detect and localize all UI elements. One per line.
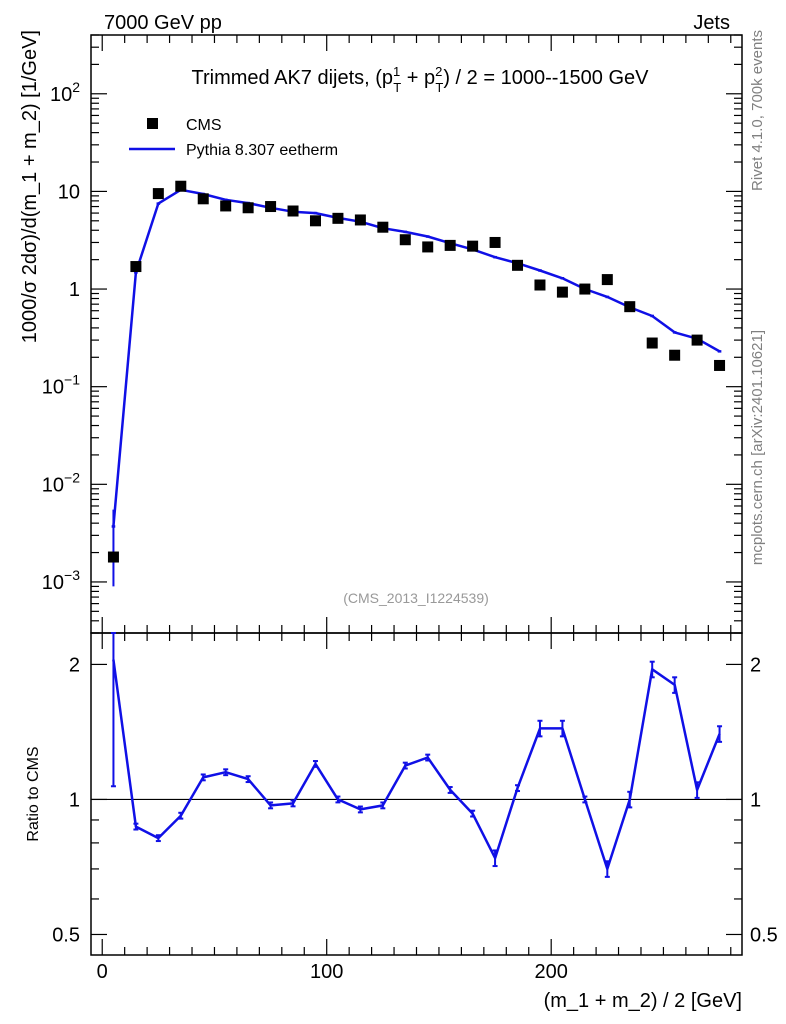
legend-data-marker — [147, 118, 158, 129]
main-y-tick-label: 102 — [50, 79, 80, 106]
main-y-tick-label: 10−3 — [42, 567, 80, 594]
cms-data-point — [669, 349, 681, 361]
ratio-y-tick-label-right: 1 — [750, 789, 761, 811]
cms-data-point — [467, 240, 479, 252]
cms-data-point — [444, 239, 456, 251]
cms-data-point — [175, 180, 187, 192]
cms-data-point — [107, 551, 119, 563]
cms-data-point — [646, 337, 658, 349]
main-data-series — [107, 180, 726, 563]
main-y-tick-labels: 10−3 10−2 10−1 1 10 102 — [42, 79, 80, 594]
ratio-ticks: 0.5 0.5 1 1 2 2 — [52, 654, 778, 946]
ratio-y-axis-label: Ratio to CMS — [25, 746, 42, 841]
cms-data-point — [287, 205, 299, 217]
x-tick-label: 200 — [535, 961, 568, 983]
cms-data-point — [377, 221, 389, 233]
cms-data-point — [489, 236, 501, 248]
ratio-series — [110, 632, 723, 878]
main-y-tick-label: 1 — [69, 279, 80, 301]
ratio-y-tick-label-right: 2 — [750, 654, 761, 676]
main-mc-series — [111, 188, 722, 587]
ratio-line — [112, 659, 721, 871]
ratio-plot-frame — [90, 632, 743, 956]
x-ticks: 0 100 200 — [97, 35, 732, 983]
main-y-ticks — [91, 34, 742, 634]
x-tick-label: 0 — [97, 961, 108, 983]
cms-data-point — [332, 212, 344, 224]
main-y-axis-label: 1000/σ 2dσ)/d(m_1 + m_2) [1/GeV] — [19, 30, 41, 343]
cms-data-point — [714, 359, 726, 371]
legend-data-label: CMS — [186, 117, 222, 134]
cms-data-point — [624, 301, 636, 313]
main-y-tick-label: 10 — [58, 181, 80, 203]
cms-data-point — [354, 214, 366, 226]
cms-data-point — [601, 274, 613, 286]
cms-data-point — [556, 286, 568, 298]
main-y-tick-label: 10−1 — [42, 372, 80, 399]
x-axis-label: (m_1 + m_2) / 2 [GeV] — [544, 990, 742, 1012]
cms-data-point — [242, 202, 254, 214]
x-tick-label: 100 — [310, 961, 343, 983]
cms-data-point — [691, 334, 703, 346]
ratio-y-tick-label-left: 1 — [69, 789, 80, 811]
main-y-tick-label: 10−2 — [42, 469, 80, 496]
cms-data-point — [534, 279, 546, 291]
cms-data-point — [512, 259, 524, 271]
cms-data-point — [220, 200, 232, 212]
legend-mc-label: Pythia 8.307 eetherm — [186, 142, 338, 159]
side-label-rivet: Rivet 4.1.0, 700k events — [749, 30, 766, 191]
cms-data-point — [130, 261, 142, 273]
cms-data-point — [197, 193, 209, 205]
cms-data-point — [152, 188, 164, 200]
ratio-y-tick-label-left: 0.5 — [52, 924, 80, 946]
header-left: 7000 GeV pp — [104, 12, 222, 34]
header-right: Jets — [693, 12, 730, 34]
ratio-y-tick-label-right: 0.5 — [750, 924, 778, 946]
mc-line — [112, 188, 721, 527]
chart-title: Trimmed AK7 dijets, (p1 T + p2 T) / 2 = 10… — [192, 64, 650, 95]
side-label-mcplots: mcplots.cern.ch [arXiv:2401.10621] — [749, 330, 766, 565]
cms-data-point — [265, 201, 277, 213]
cms-data-point — [579, 283, 591, 295]
ratio-y-tick-label-left: 2 — [69, 654, 80, 676]
cms-data-point — [422, 241, 434, 253]
analysis-id: (CMS_2013_I1224539) — [343, 590, 489, 606]
cms-data-point — [309, 215, 321, 227]
cms-data-point — [399, 234, 411, 246]
